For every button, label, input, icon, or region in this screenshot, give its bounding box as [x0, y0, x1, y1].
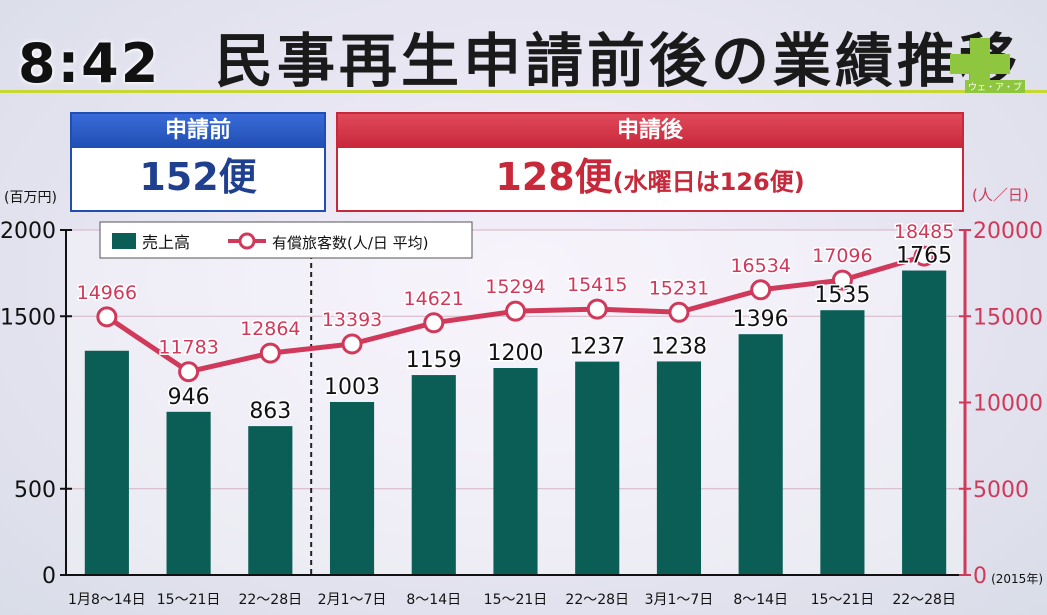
before-label: 申請前 — [72, 114, 324, 148]
category-label: 8～14日 — [406, 592, 461, 608]
right-tick-label: 10000 — [973, 392, 1043, 417]
bar-value-label: 1535 — [814, 283, 870, 308]
right-tick-label: 15000 — [973, 305, 1043, 330]
after-summary-box: 申請後 128便(水曜日は126便) — [336, 112, 964, 212]
right-tick-label: 5000 — [973, 478, 1029, 503]
after-label: 申請後 — [338, 114, 962, 148]
title-rule — [0, 90, 1047, 93]
line-value-label: 14621 — [404, 288, 464, 310]
category-label: 2月1～7日 — [318, 592, 387, 608]
bar — [656, 361, 702, 575]
category-label: 15～21日 — [484, 592, 548, 608]
bar-value-label: 1159 — [406, 348, 462, 373]
line-value-label: 11783 — [158, 337, 218, 359]
clock: 8:42 — [18, 32, 161, 95]
line-point — [178, 361, 200, 383]
category-label: 15～21日 — [157, 592, 221, 608]
line-point — [668, 301, 690, 323]
year-note: (2015年) — [991, 572, 1043, 586]
category-label: 22～28日 — [892, 592, 956, 608]
line-point — [423, 312, 445, 334]
bar — [575, 361, 620, 575]
bar-value-label: 1238 — [651, 334, 707, 359]
bar — [329, 401, 375, 575]
bar — [820, 310, 865, 575]
after-value-wrap: 128便(水曜日は126便) — [338, 148, 962, 211]
line-value-label: 17096 — [812, 245, 872, 267]
after-value: 128便 — [495, 155, 613, 199]
category-label: 1月8～14日 — [68, 592, 146, 608]
line-value-label: 13393 — [322, 309, 382, 331]
bar-value-label: 1003 — [324, 375, 380, 400]
line-point — [96, 306, 118, 328]
category-label: 3月1～7日 — [645, 592, 714, 608]
category-label: 8～14日 — [733, 592, 788, 608]
bar — [411, 375, 456, 575]
right-tick-label: 20000 — [973, 219, 1043, 244]
left-axis-unit: (百万円) — [4, 190, 57, 206]
bar-value-label: 946 — [168, 385, 210, 410]
bar — [902, 270, 947, 575]
line-point — [586, 298, 608, 320]
logo-label: ウェ・ア・ブ — [965, 80, 1026, 93]
bar-value-label: 1396 — [733, 307, 789, 332]
bar — [493, 368, 538, 575]
category-label: 22～28日 — [238, 592, 302, 608]
right-tick-label: 0 — [973, 564, 987, 589]
before-summary-box: 申請前 152便 — [70, 112, 326, 212]
plus-logo-icon — [950, 38, 1010, 90]
line-point — [341, 333, 363, 355]
right-axis-unit: (人／日) — [972, 186, 1029, 204]
line-point — [259, 342, 281, 364]
bar-value-label: 1237 — [569, 335, 625, 360]
line-point — [913, 245, 935, 267]
line-point — [750, 279, 772, 301]
left-tick-label: 1500 — [0, 305, 56, 330]
bar — [248, 426, 293, 575]
line-value-label: 15415 — [567, 274, 627, 296]
legend-box — [99, 221, 473, 259]
legend-line-label: 有償旅客数(人/日 平均) — [272, 234, 429, 252]
bar — [738, 334, 783, 575]
line-value-label: 16534 — [730, 255, 790, 277]
line-value-label: 14966 — [77, 282, 137, 304]
legend-bar-swatch — [112, 233, 136, 249]
after-note: (水曜日は126便) — [612, 168, 805, 196]
line-value-label: 12864 — [240, 318, 300, 340]
line-value-label: 18485 — [894, 221, 954, 243]
left-tick-label: 500 — [14, 478, 56, 503]
left-tick-label: 2000 — [0, 219, 56, 244]
bar — [166, 411, 211, 575]
bar-value-label: 1765 — [896, 244, 952, 269]
category-label: 22～28日 — [565, 592, 629, 608]
line-point — [505, 300, 526, 322]
line-point — [831, 269, 853, 291]
bar — [84, 350, 129, 575]
bar-value-label: 863 — [249, 399, 291, 424]
legend-bar-label: 売上高 — [142, 233, 190, 252]
chart-title: 民事再生申請前後の業績推移 — [215, 27, 1022, 95]
line-value-label: 15294 — [485, 276, 545, 298]
line-value-label: 15231 — [649, 277, 709, 299]
category-label: 15～21日 — [811, 592, 875, 608]
legend-line-marker — [238, 232, 256, 250]
left-tick-label: 0 — [42, 564, 56, 589]
before-value: 152便 — [139, 155, 257, 199]
bar-value-label: 1200 — [488, 341, 544, 366]
